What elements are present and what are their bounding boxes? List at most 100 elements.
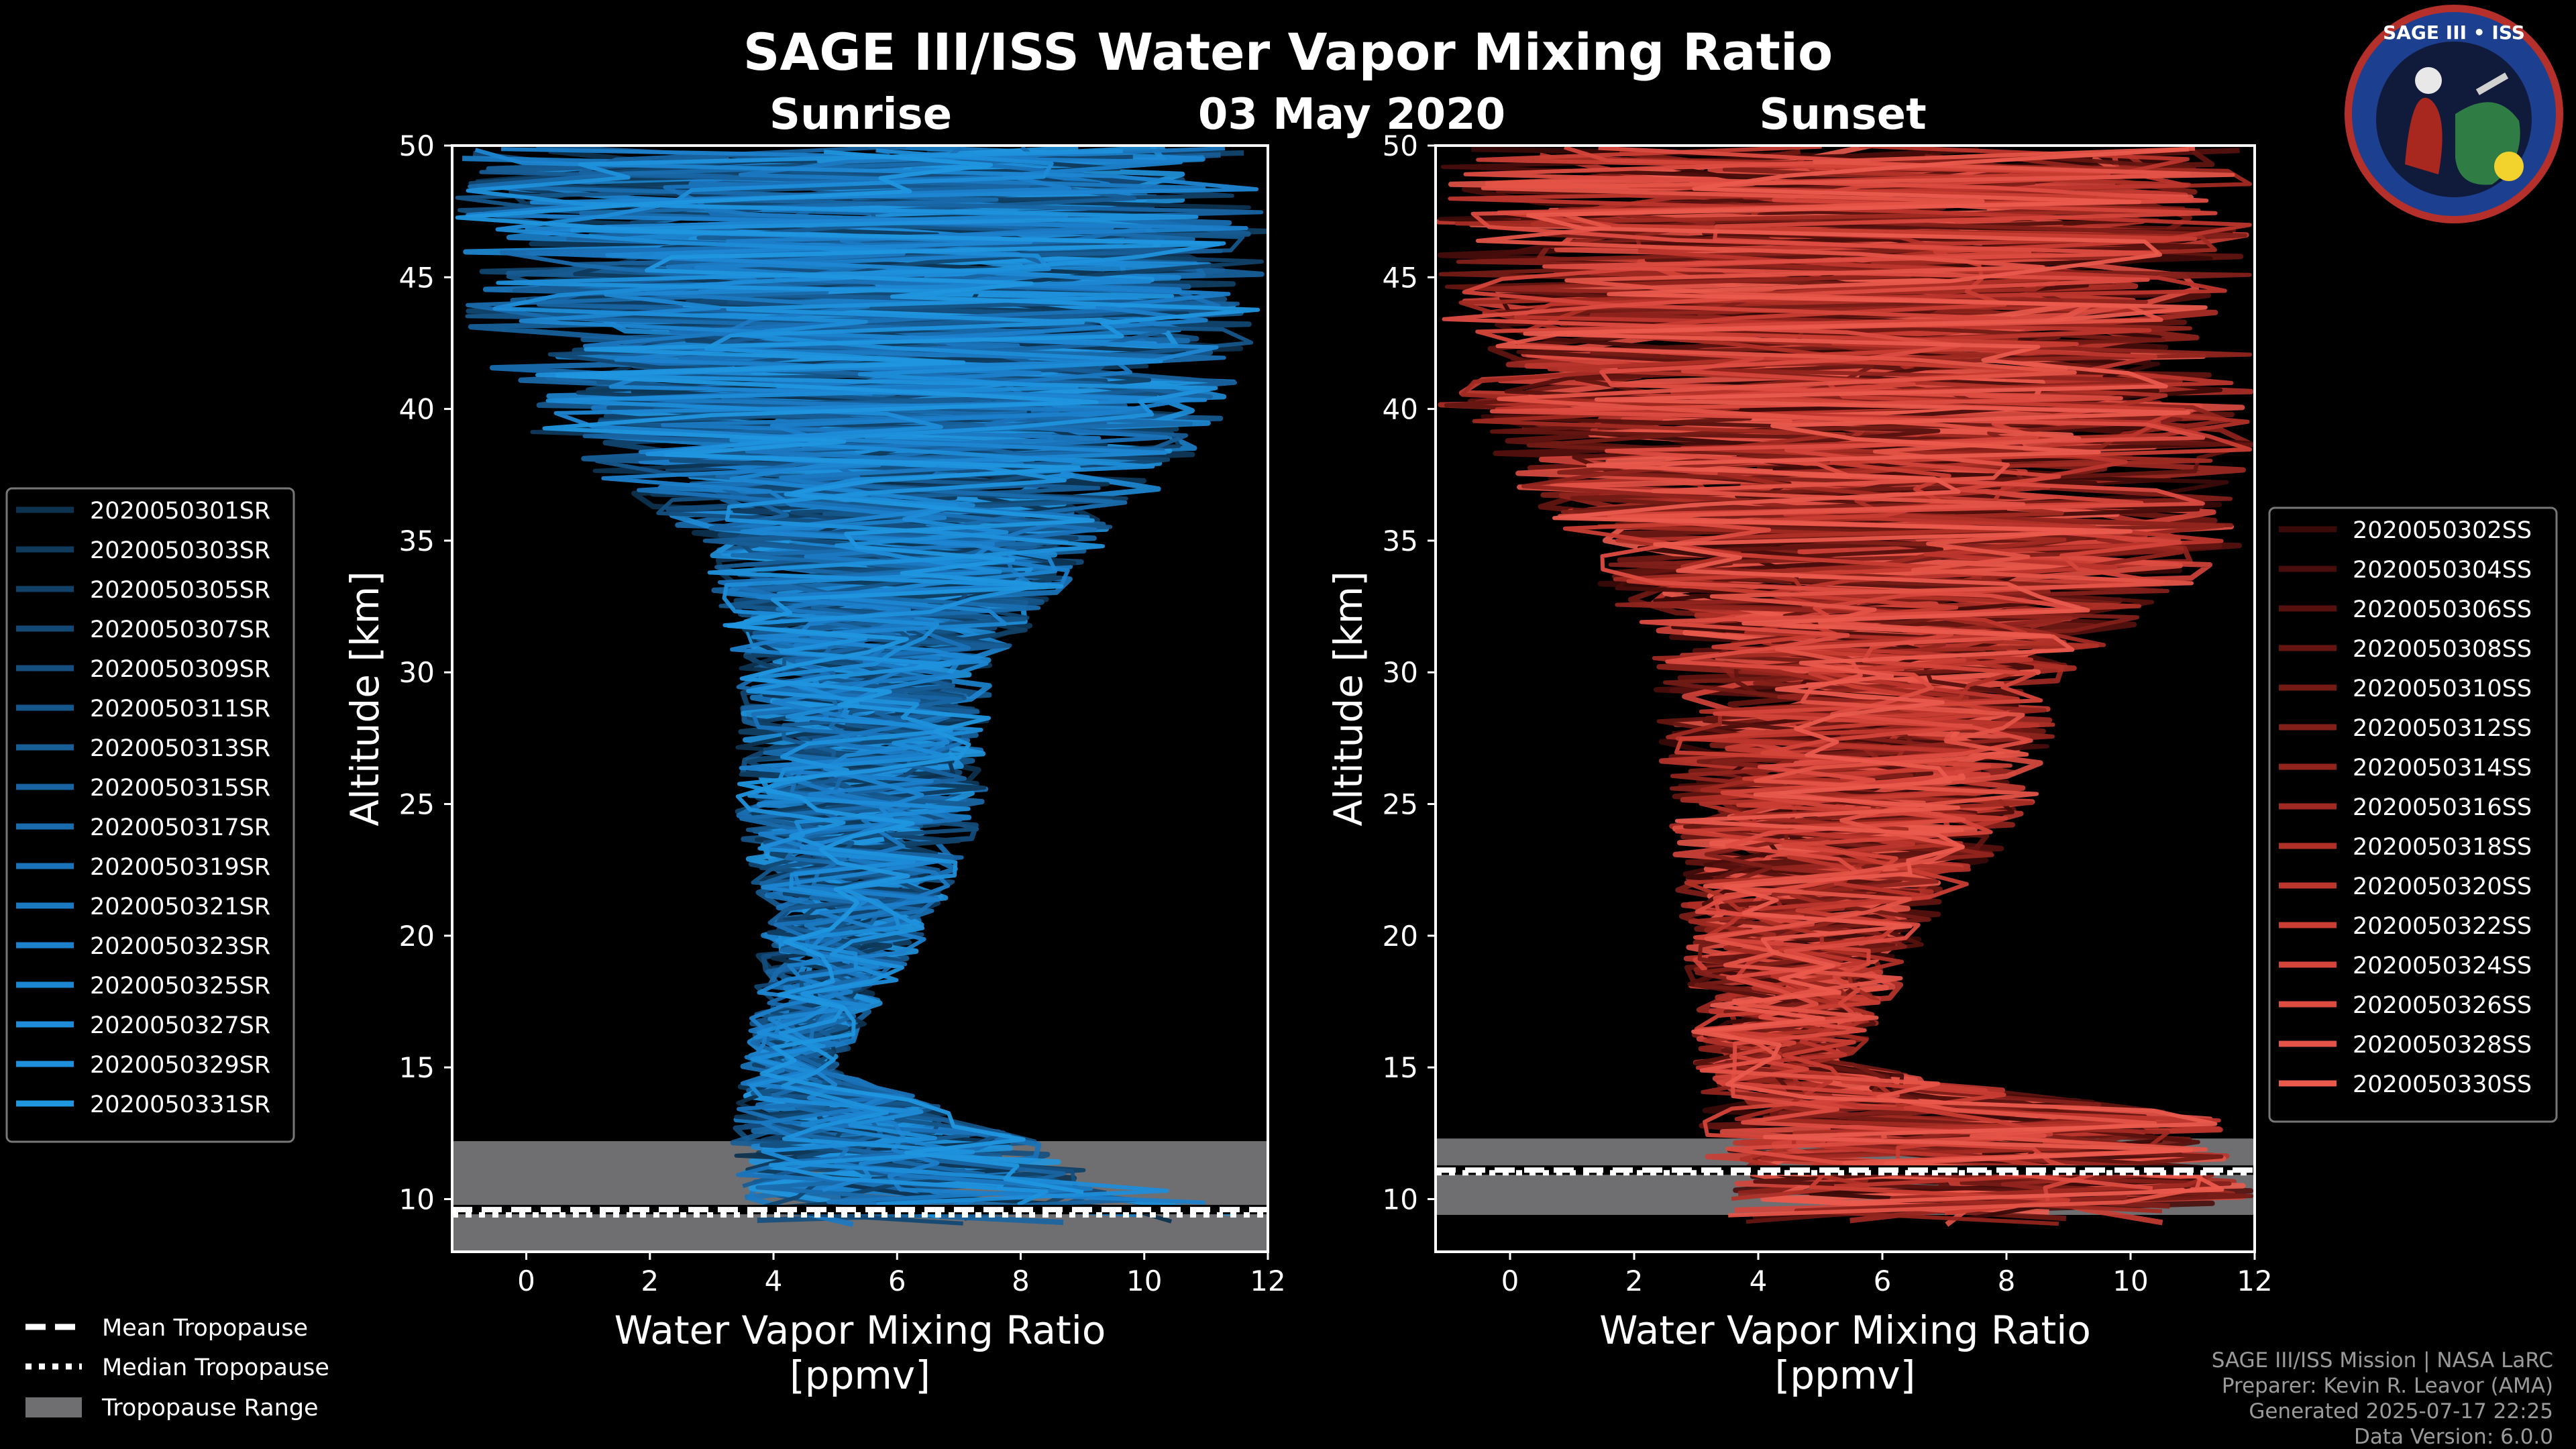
profile-line-2020050330SS	[1523, 147, 2224, 1205]
legend-label: 2020050313SR	[90, 735, 270, 762]
x-axis-label-line-1: Water Vapor Mixing Ratio	[1599, 1307, 2091, 1353]
y-tick-label: 30	[399, 656, 435, 689]
x-tick-label: 4	[1750, 1265, 1768, 1297]
x-tick-label: 2	[1625, 1265, 1644, 1297]
legend-label: 2020050314SS	[2353, 755, 2532, 782]
credit-preparer: Preparer: Kevin R. Leavor (AMA)	[2222, 1374, 2553, 1398]
y-tick-label: 45	[1383, 261, 1418, 294]
y-tick-label: 40	[1383, 393, 1418, 426]
legend-label: 2020050312SS	[2353, 715, 2532, 742]
y-tick-label: 15	[399, 1051, 435, 1084]
x-tick-label: 8	[1998, 1265, 2016, 1297]
plot-area	[1436, 146, 2255, 1227]
tropopause-range-legend-swatch	[25, 1397, 82, 1417]
x-tick-label: 0	[517, 1265, 535, 1297]
legend-box	[5, 487, 295, 1143]
legend-label: 2020050311SR	[90, 696, 270, 722]
legend-label: 2020050321SR	[90, 894, 270, 920]
x-tick-label: 12	[2237, 1265, 2272, 1297]
sunrise-panel-title: Sunrise	[769, 90, 952, 140]
patch-title: SAGE III • ISS	[2383, 21, 2525, 44]
legend-box	[2268, 506, 2558, 1123]
profile-line-2020050319SR	[527, 146, 1221, 1191]
x-tick-label: 4	[765, 1265, 783, 1297]
x-tick-label: 8	[1012, 1265, 1030, 1297]
sunset-panel-title: Sunset	[1759, 90, 1926, 140]
legend-label: 2020050325SR	[90, 973, 270, 1000]
patch-moon	[2415, 67, 2442, 94]
figure-date: 03 May 2020	[1198, 90, 1505, 140]
legend-label: 2020050330SS	[2353, 1071, 2532, 1098]
y-tick-label: 25	[399, 788, 435, 821]
x-tick-label: 6	[1874, 1265, 1892, 1297]
x-tick-label: 6	[888, 1265, 906, 1297]
sunset-legend: 2020050302SS 2020050304SS 2020050306SS 2020…	[2268, 506, 2558, 1123]
y-axis-label: Altitude [km]	[1326, 571, 1371, 826]
legend-label: 2020050307SR	[90, 616, 270, 643]
tropopause-range-legend-label: Tropopause Range	[101, 1395, 319, 1421]
x-tick-label: 10	[1126, 1265, 1162, 1297]
legend-label: 2020050322SS	[2353, 913, 2532, 940]
legend-label: 2020050309SR	[90, 656, 270, 683]
y-tick-label: 15	[1383, 1051, 1418, 1084]
credits: SAGE III/ISS Mission | NASA LaRC Prepare…	[2212, 1348, 2553, 1449]
profile-line-2020050331SR	[455, 150, 1260, 1195]
y-tick-label: 10	[399, 1183, 435, 1216]
plot-frame	[451, 144, 1269, 1253]
x-axis-label-line-1: Water Vapor Mixing Ratio	[614, 1307, 1106, 1353]
y-tick-label: 35	[1383, 525, 1418, 557]
legend-label: 2020050318SS	[2353, 834, 2532, 861]
patch-figure-robe	[2405, 97, 2443, 174]
profile-line-2020050323SR	[462, 156, 1236, 1215]
patch-iss-station	[2475, 72, 2509, 95]
plot-frame	[1434, 144, 2256, 1253]
legend-label: 2020050302SS	[2353, 517, 2532, 544]
y-tick-label: 50	[1383, 129, 1418, 162]
legend-label: 2020050310SS	[2353, 676, 2532, 702]
profile-line-2020050325SR	[474, 148, 1259, 1192]
figure-title: SAGE III/ISS Water Vapor Mixing Ratio	[743, 22, 1833, 82]
legend-label: 2020050329SR	[90, 1052, 270, 1079]
legend-label: 2020050303SR	[90, 537, 270, 564]
legend-label: 2020050304SS	[2353, 557, 2532, 584]
tropopause-legend: Mean Tropopause Median Tropopause Tropop…	[25, 1315, 329, 1421]
x-axis-label-line-2: [ppmv]	[1775, 1352, 1916, 1398]
y-tick-label: 50	[399, 129, 435, 162]
legend-label: 2020050317SR	[90, 814, 270, 841]
sunrise-panel: 0 2 4 6 8 10 12 10 15 20 25 30 35 40 45 50 Water Vapor M…	[342, 129, 1286, 1398]
y-tick-label: 10	[1383, 1183, 1418, 1216]
legend-label: 2020050324SS	[2353, 953, 2532, 979]
sunrise-legend: 2020050301SR 2020050303SR 2020050305SR 2020…	[5, 487, 295, 1143]
legend-label: 2020050328SS	[2353, 1032, 2532, 1059]
y-tick-label: 45	[399, 261, 435, 294]
median-tropopause-legend-label: Median Tropopause	[102, 1354, 329, 1381]
legend-label: 2020050315SR	[90, 775, 270, 802]
legend-label: 2020050327SR	[90, 1012, 270, 1039]
x-axis-label-line-2: [ppmv]	[790, 1352, 930, 1398]
credit-generated: Generated 2025-07-17 22:25	[2249, 1399, 2553, 1424]
y-tick-label: 25	[1383, 788, 1418, 821]
legend-label: 2020050331SR	[90, 1091, 270, 1118]
legend-label: 2020050316SS	[2353, 794, 2532, 821]
legend-label: 2020050306SS	[2353, 596, 2532, 623]
profile-line-2020050329SR	[466, 149, 1226, 1207]
mean-tropopause-legend-label: Mean Tropopause	[102, 1315, 308, 1342]
x-tick-label: 0	[1501, 1265, 1519, 1297]
credit-mission: SAGE III/ISS Mission | NASA LaRC	[2212, 1348, 2553, 1373]
x-tick-label: 12	[1250, 1265, 1285, 1297]
plot-area	[452, 146, 1268, 1252]
sunset-panel: 0 2 4 6 8 10 12 10 15 20 25 30 35 40 45 50 Water Vapor M…	[1326, 129, 2273, 1398]
y-axis-label: Altitude [km]	[342, 571, 388, 826]
legend-label: 2020050326SS	[2353, 992, 2532, 1019]
y-tick-label: 20	[399, 920, 435, 953]
legend-label: 2020050301SR	[90, 498, 270, 525]
profile-line-2020050322SS	[1476, 146, 2253, 1216]
x-tick-label: 2	[641, 1265, 659, 1297]
y-tick-label: 40	[399, 393, 435, 426]
legend-label: 2020050308SS	[2353, 636, 2532, 663]
x-tick-label: 10	[2112, 1265, 2148, 1297]
y-tick-label: 30	[1383, 656, 1418, 689]
profile-line-2020050326SS	[1442, 146, 2209, 1191]
legend-label: 2020050323SR	[90, 933, 270, 960]
